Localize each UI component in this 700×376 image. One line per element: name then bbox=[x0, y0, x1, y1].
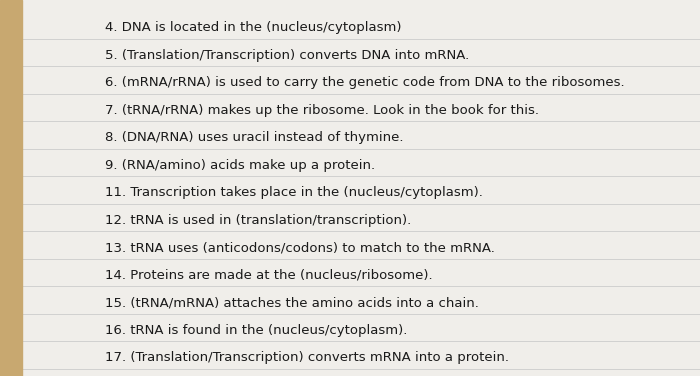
Text: 5. (Translation/Transcription) converts DNA into mRNA.: 5. (Translation/Transcription) converts … bbox=[105, 49, 469, 62]
Text: 9. (RNA/amino) acids make up a protein.: 9. (RNA/amino) acids make up a protein. bbox=[105, 159, 375, 171]
Text: 14. Proteins are made at the (nucleus/ribosome).: 14. Proteins are made at the (nucleus/ri… bbox=[105, 268, 433, 282]
Text: 11. Transcription takes place in the (nucleus/cytoplasm).: 11. Transcription takes place in the (nu… bbox=[105, 186, 483, 199]
Text: 6. (mRNA/rRNA) is used to carry the genetic code from DNA to the ribosomes.: 6. (mRNA/rRNA) is used to carry the gene… bbox=[105, 76, 624, 89]
Text: 17. (Translation/Transcription) converts mRNA into a protein.: 17. (Translation/Transcription) converts… bbox=[105, 351, 509, 364]
Bar bbox=[0, 0, 22, 376]
Text: 8. (DNA/RNA) uses uracil instead of thymine.: 8. (DNA/RNA) uses uracil instead of thym… bbox=[105, 131, 403, 144]
Text: 12. tRNA is used in (translation/transcription).: 12. tRNA is used in (translation/transcr… bbox=[105, 214, 412, 227]
Text: 15. (tRNA/mRNA) attaches the amino acids into a chain.: 15. (tRNA/mRNA) attaches the amino acids… bbox=[105, 296, 479, 309]
Text: 13. tRNA uses (anticodons/codons) to match to the mRNA.: 13. tRNA uses (anticodons/codons) to mat… bbox=[105, 241, 495, 254]
Text: 4. DNA is located in the (nucleus/cytoplasm): 4. DNA is located in the (nucleus/cytopl… bbox=[105, 21, 402, 34]
Text: 7. (tRNA/rRNA) makes up the ribosome. Look in the book for this.: 7. (tRNA/rRNA) makes up the ribosome. Lo… bbox=[105, 104, 539, 117]
Text: 16. tRNA is found in the (nucleus/cytoplasm).: 16. tRNA is found in the (nucleus/cytopl… bbox=[105, 324, 407, 337]
